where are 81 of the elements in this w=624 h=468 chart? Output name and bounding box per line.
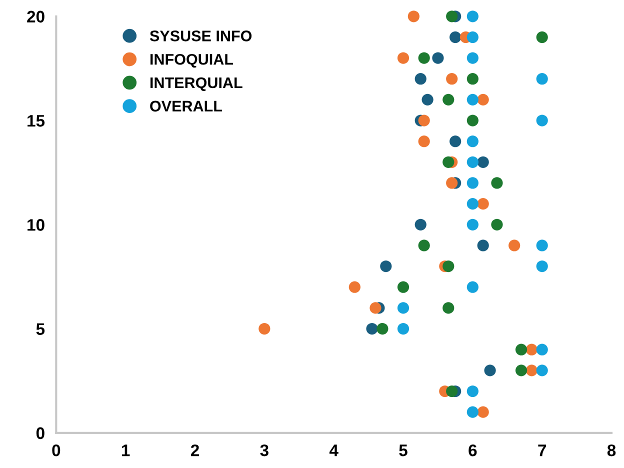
point bbox=[536, 114, 548, 126]
point bbox=[515, 344, 528, 356]
point bbox=[348, 281, 360, 293]
point bbox=[466, 136, 478, 148]
point bbox=[466, 52, 478, 64]
point bbox=[418, 114, 430, 126]
y-tick-label: 5 bbox=[36, 323, 45, 335]
point bbox=[466, 177, 478, 189]
legend-label: SYSUSE INFO bbox=[150, 30, 252, 42]
point bbox=[442, 156, 454, 168]
point bbox=[466, 94, 478, 106]
legend-label: OVERALL bbox=[150, 100, 222, 112]
point bbox=[466, 218, 478, 230]
point bbox=[477, 240, 489, 252]
point bbox=[446, 10, 458, 22]
legend-label: INFOQUIAL bbox=[150, 54, 234, 68]
point bbox=[491, 218, 503, 230]
point bbox=[432, 52, 444, 64]
point bbox=[258, 322, 270, 335]
point bbox=[477, 94, 489, 106]
point bbox=[491, 177, 503, 189]
point bbox=[380, 260, 392, 272]
point bbox=[466, 156, 478, 168]
x-tick-label: 3 bbox=[260, 444, 268, 456]
point bbox=[397, 322, 410, 335]
point bbox=[536, 344, 548, 356]
x-tick-label: 7 bbox=[538, 444, 546, 456]
point bbox=[466, 198, 478, 210]
point bbox=[446, 73, 458, 85]
point bbox=[526, 364, 538, 376]
point bbox=[536, 260, 548, 272]
point bbox=[397, 52, 410, 64]
legend-label: INTERQUIAL bbox=[150, 77, 242, 92]
point bbox=[442, 260, 454, 272]
point bbox=[397, 281, 410, 293]
point bbox=[397, 302, 410, 314]
point bbox=[536, 31, 548, 44]
point bbox=[477, 198, 489, 210]
point bbox=[370, 302, 382, 314]
point bbox=[526, 344, 538, 356]
point bbox=[466, 281, 478, 293]
point bbox=[418, 52, 430, 64]
point bbox=[442, 302, 454, 314]
x-tick-label: 1 bbox=[122, 444, 130, 456]
x-tick-label: 6 bbox=[468, 444, 477, 456]
x-tick-label: 0 bbox=[52, 444, 60, 456]
point bbox=[536, 364, 548, 376]
point bbox=[442, 94, 454, 106]
y-tick-label: 10 bbox=[28, 219, 44, 231]
point bbox=[466, 10, 478, 22]
y-tick-label: 20 bbox=[27, 10, 44, 23]
point bbox=[466, 31, 478, 44]
point bbox=[418, 240, 430, 252]
point bbox=[466, 114, 478, 126]
point bbox=[450, 136, 462, 148]
y-tick-label: 0 bbox=[36, 427, 44, 440]
x-tick-label: 2 bbox=[190, 444, 199, 456]
point bbox=[366, 322, 378, 335]
point bbox=[515, 364, 528, 376]
point bbox=[466, 73, 478, 85]
x-tick-label: 4 bbox=[329, 444, 338, 456]
point bbox=[484, 364, 496, 376]
point bbox=[446, 385, 458, 398]
point bbox=[418, 136, 430, 148]
x-tick-label: 8 bbox=[607, 444, 616, 456]
point bbox=[446, 177, 458, 189]
point bbox=[376, 322, 388, 335]
point bbox=[477, 406, 489, 418]
point bbox=[466, 406, 478, 418]
point bbox=[508, 240, 520, 252]
x-tick-label: 5 bbox=[399, 444, 408, 456]
point bbox=[408, 10, 420, 22]
point bbox=[422, 94, 434, 106]
point bbox=[536, 240, 548, 252]
point bbox=[414, 73, 426, 85]
y-tick-label: 15 bbox=[28, 115, 45, 127]
point bbox=[414, 218, 426, 230]
point bbox=[536, 73, 548, 85]
point bbox=[450, 31, 462, 44]
point bbox=[466, 385, 478, 398]
point bbox=[477, 156, 489, 168]
